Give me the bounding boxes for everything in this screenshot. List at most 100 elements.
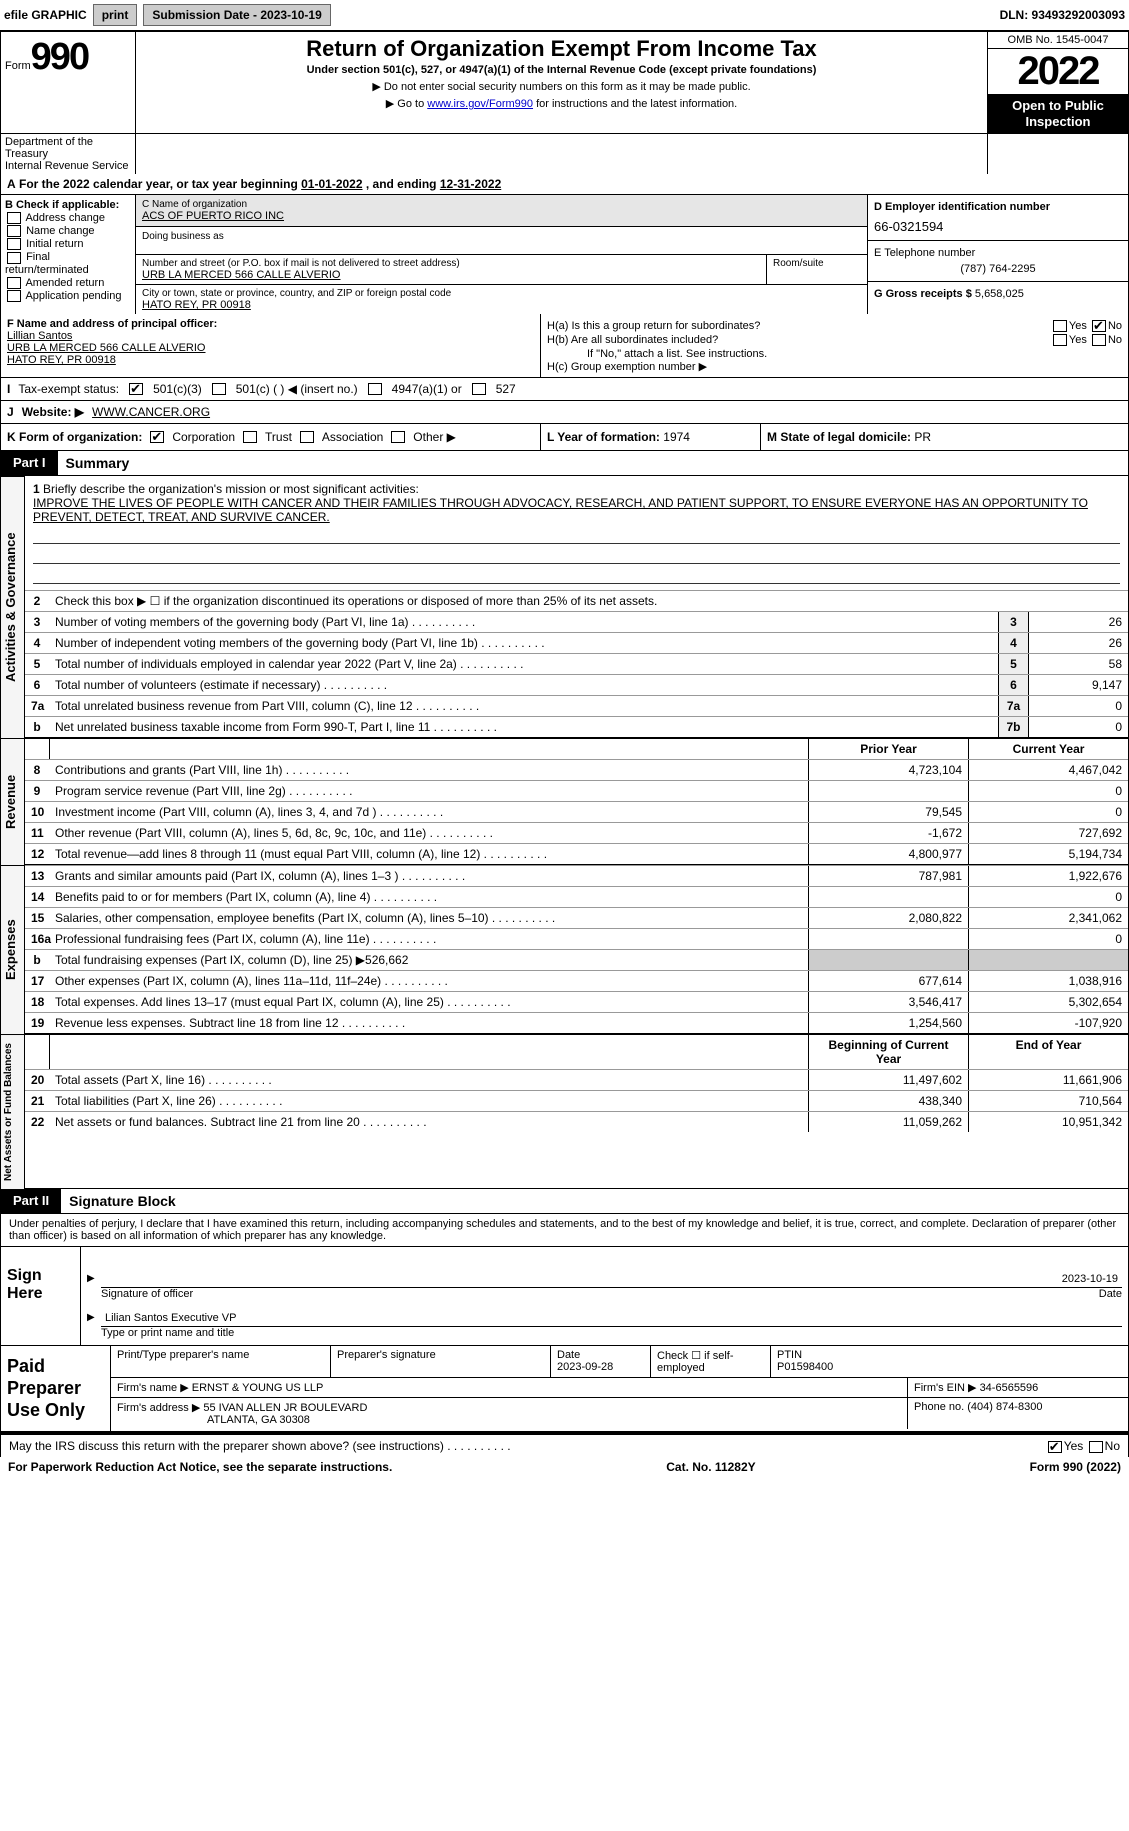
summary-line-3: 3Number of voting members of the governi… bbox=[25, 611, 1128, 632]
current-year-header: Current Year bbox=[968, 739, 1128, 759]
form-subtitle: Under section 501(c), 527, or 4947(a)(1)… bbox=[142, 64, 981, 76]
mission-text: IMPROVE THE LIVES OF PEOPLE WITH CANCER … bbox=[33, 496, 1088, 524]
chk-name-change[interactable]: Name change bbox=[5, 225, 131, 237]
print-button[interactable]: print bbox=[93, 4, 138, 26]
box-j-website: J Website: ▶ WWW.CANCER.ORG bbox=[0, 401, 1129, 424]
ha-no-checkbox[interactable] bbox=[1092, 320, 1106, 332]
form-note-link: ▶ Go to www.irs.gov/Form990 for instruct… bbox=[142, 97, 981, 110]
irs-form990-link[interactable]: www.irs.gov/Form990 bbox=[427, 98, 533, 110]
netassets-section: Beginning of Current YearEnd of Year 20T… bbox=[25, 1034, 1128, 1189]
dept-row: Department of the Treasury Internal Reve… bbox=[0, 134, 1129, 174]
mission-line: 1 Briefly describe the organization's mi… bbox=[25, 476, 1128, 590]
activities-section: 1 Briefly describe the organization's mi… bbox=[25, 476, 1128, 738]
box-m-state: M State of legal domicile: PR bbox=[761, 424, 1128, 450]
gross-receipts-value: 5,658,025 bbox=[975, 288, 1024, 300]
gross-receipts-field: G Gross receipts $ 5,658,025 bbox=[868, 282, 1128, 306]
ha-yes-checkbox[interactable] bbox=[1053, 320, 1067, 332]
telephone-field: E Telephone number (787) 764-2295 bbox=[868, 241, 1128, 282]
part-i-header: Part I Summary bbox=[0, 451, 1129, 476]
preparer-row-2: Firm's name ▶ ERNST & YOUNG US LLP Firm'… bbox=[111, 1378, 1128, 1398]
section-label-activities: Activities & Governance bbox=[1, 476, 25, 738]
open-to-public-label: Open to Public Inspection bbox=[988, 94, 1128, 133]
ptin-value: P01598400 bbox=[777, 1361, 833, 1373]
org-name-value: ACS OF PUERTO RICO INC bbox=[142, 210, 861, 222]
officer-name-title: Lilian Santos Executive VP bbox=[105, 1312, 236, 1324]
chk-4947a1[interactable] bbox=[368, 383, 382, 395]
revenue-line-11: 11Other revenue (Part VIII, column (A), … bbox=[25, 822, 1128, 843]
section-label-revenue: Revenue bbox=[1, 738, 25, 865]
year-cell: OMB No. 1545-0047 2022 Open to Public In… bbox=[988, 32, 1128, 133]
expense-line-17: 17Other expenses (Part IX, column (A), l… bbox=[25, 970, 1128, 991]
summary-line-7b: bNet unrelated business taxable income f… bbox=[25, 716, 1128, 737]
box-f-officer: F Name and address of principal officer:… bbox=[1, 314, 541, 377]
box-k-form-org: K Form of organization: Corporation Trus… bbox=[1, 424, 541, 450]
line-a-tax-year: A For the 2022 calendar year, or tax yea… bbox=[0, 174, 1129, 195]
address-fields: Number and street (or P.O. box if mail i… bbox=[136, 255, 867, 314]
officer-addr2: HATO REY, PR 00918 bbox=[7, 354, 534, 366]
chk-501c[interactable] bbox=[212, 383, 226, 395]
firm-phone: (404) 874-8300 bbox=[967, 1401, 1042, 1413]
dln-label: DLN: 93493292003093 bbox=[1000, 8, 1125, 22]
summary-line-6: 6Total number of volunteers (estimate if… bbox=[25, 674, 1128, 695]
dba-field: Doing business as bbox=[136, 227, 867, 255]
chk-527[interactable] bbox=[472, 383, 486, 395]
expense-line-15: 15Salaries, other compensation, employee… bbox=[25, 907, 1128, 928]
dept-treasury: Department of the Treasury Internal Reve… bbox=[1, 134, 136, 174]
chk-association[interactable] bbox=[300, 431, 314, 443]
box-c-org-info: C Name of organization ACS OF PUERTO RIC… bbox=[136, 195, 868, 314]
form-word: Form bbox=[5, 60, 31, 72]
form-number: 990 bbox=[31, 36, 88, 78]
expenses-section: 13Grants and similar amounts paid (Part … bbox=[25, 865, 1128, 1034]
prior-year-header: Prior Year bbox=[808, 739, 968, 759]
city-value: HATO REY, PR 00918 bbox=[142, 299, 861, 311]
firm-addr1: 55 IVAN ALLEN JR BOULEVARD bbox=[203, 1402, 367, 1414]
chk-final-return[interactable]: Final return/terminated bbox=[5, 251, 131, 275]
hb-yes-checkbox[interactable] bbox=[1053, 334, 1067, 346]
expense-line-16a: 16aProfessional fundraising fees (Part I… bbox=[25, 928, 1128, 949]
chk-other-org[interactable] bbox=[391, 431, 405, 443]
section-label-expenses: Expenses bbox=[1, 865, 25, 1034]
form-note-ssn: ▶ Do not enter social security numbers o… bbox=[142, 80, 981, 93]
revenue-line-12: 12Total revenue—add lines 8 through 11 (… bbox=[25, 843, 1128, 864]
discuss-no-checkbox[interactable] bbox=[1089, 1441, 1103, 1453]
officer-addr1: URB LA MERCED 566 CALLE ALVERIO bbox=[7, 342, 534, 354]
revenue-line-8: 8Contributions and grants (Part VIII, li… bbox=[25, 759, 1128, 780]
revenue-section: Prior YearCurrent Year 8Contributions an… bbox=[25, 738, 1128, 865]
summary-line-4: 4Number of independent voting members of… bbox=[25, 632, 1128, 653]
ein-field: D Employer identification number 66-0321… bbox=[868, 195, 1128, 241]
signature-declaration: Under penalties of perjury, I declare th… bbox=[0, 1214, 1129, 1247]
discuss-yes-checkbox[interactable] bbox=[1048, 1441, 1062, 1453]
end-year-header: End of Year bbox=[968, 1035, 1128, 1069]
top-bar: efile GRAPHIC print Submission Date - 20… bbox=[0, 0, 1129, 31]
fh-row: F Name and address of principal officer:… bbox=[0, 314, 1129, 378]
netassets-line-21: 21Total liabilities (Part X, line 26)438… bbox=[25, 1090, 1128, 1111]
revenue-line-10: 10Investment income (Part VIII, column (… bbox=[25, 801, 1128, 822]
preparer-date: 2023-09-28 bbox=[557, 1361, 613, 1373]
expense-line-14: 14Benefits paid to or for members (Part … bbox=[25, 886, 1128, 907]
street-value: URB LA MERCED 566 CALLE ALVERIO bbox=[142, 269, 760, 281]
form-number-cell: Form990 bbox=[1, 32, 136, 133]
box-d-e-g: D Employer identification number 66-0321… bbox=[868, 195, 1128, 314]
section-label-netassets: Net Assets or Fund Balances bbox=[1, 1034, 25, 1189]
hb-no-checkbox[interactable] bbox=[1092, 334, 1106, 346]
box-b-checkboxes: B Check if applicable: Address change Na… bbox=[1, 195, 136, 314]
chk-501c3[interactable] bbox=[129, 383, 143, 395]
box-h-group: H(a) Is this a group return for subordin… bbox=[541, 314, 1128, 377]
irs-discuss-line: May the IRS discuss this return with the… bbox=[0, 1435, 1129, 1457]
preparer-row-3: Firm's address ▶ 55 IVAN ALLEN JR BOULEV… bbox=[111, 1398, 1128, 1429]
sign-date-value: 2023-10-19 bbox=[1062, 1273, 1118, 1285]
chk-application-pending[interactable]: Application pending bbox=[5, 290, 131, 302]
expense-line-13: 13Grants and similar amounts paid (Part … bbox=[25, 865, 1128, 886]
chk-trust[interactable] bbox=[243, 431, 257, 443]
revenue-line-9: 9Program service revenue (Part VIII, lin… bbox=[25, 780, 1128, 801]
firm-addr2: ATLANTA, GA 30308 bbox=[207, 1414, 310, 1426]
page-footer: For Paperwork Reduction Act Notice, see … bbox=[0, 1457, 1129, 1477]
chk-address-change[interactable]: Address change bbox=[5, 212, 131, 224]
chk-corporation[interactable] bbox=[150, 431, 164, 443]
title-cell: Return of Organization Exempt From Incom… bbox=[136, 32, 988, 133]
form-header: Form990 Return of Organization Exempt Fr… bbox=[0, 31, 1129, 134]
klm-row: K Form of organization: Corporation Trus… bbox=[0, 424, 1129, 451]
chk-initial-return[interactable]: Initial return bbox=[5, 238, 131, 250]
chk-amended-return[interactable]: Amended return bbox=[5, 277, 131, 289]
box-l-year-formation: L Year of formation: 1974 bbox=[541, 424, 761, 450]
